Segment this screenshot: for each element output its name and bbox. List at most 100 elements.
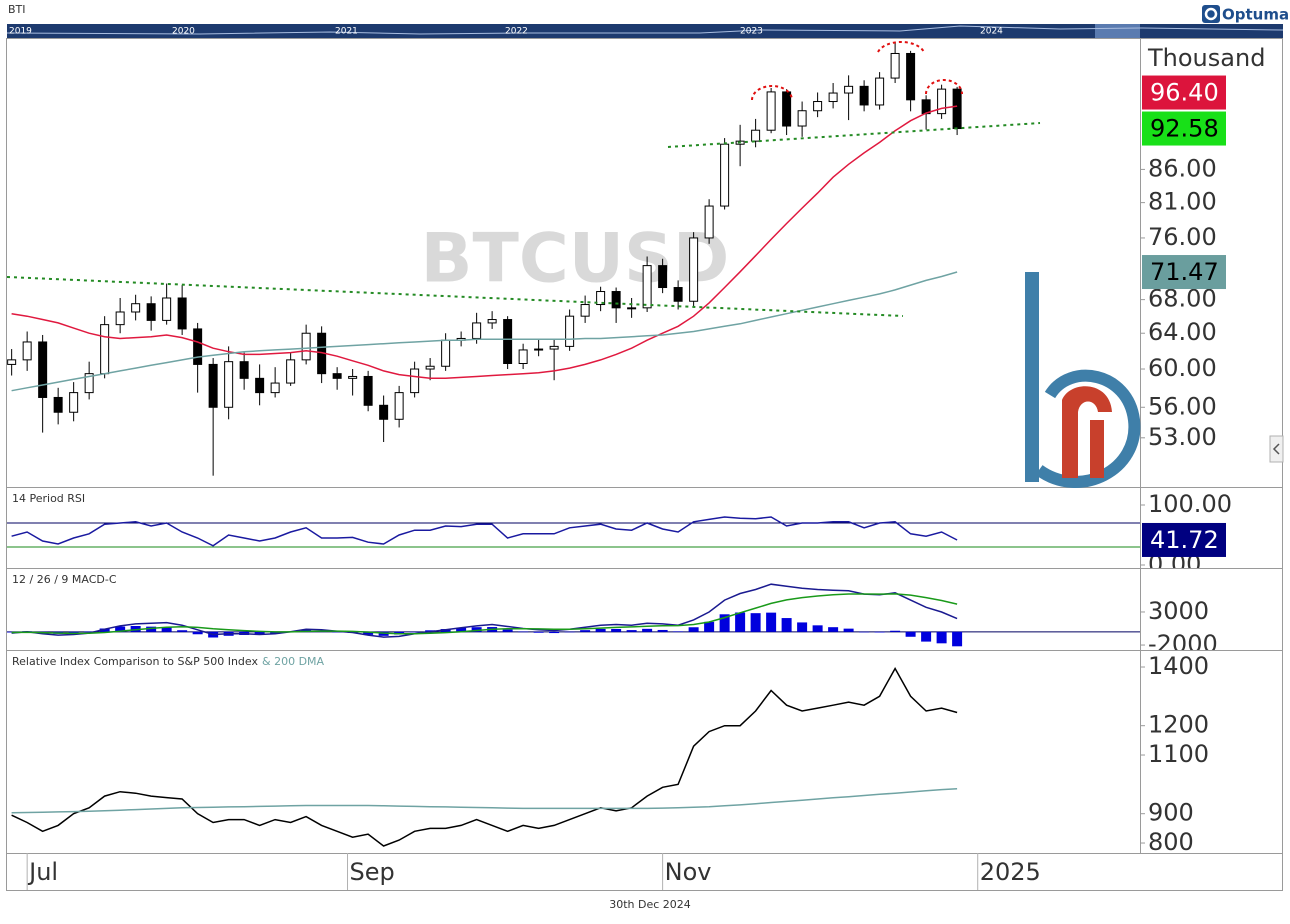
- scroll-button-arrow[interactable]: [1272, 443, 1280, 455]
- candle-body: [394, 392, 404, 420]
- y-tick-label: 3000: [1148, 597, 1209, 625]
- navigator-label: 2020: [172, 27, 195, 37]
- value-box: [1142, 111, 1226, 146]
- panel-title: 12 / 26 / 9 MACD-C: [12, 573, 117, 586]
- series-line: [11, 516, 958, 547]
- rsi-plot: 14 Period RSI: [7, 492, 1140, 548]
- histogram-bar: [332, 631, 343, 633]
- candle-body: [766, 91, 776, 131]
- candle-body: [844, 85, 854, 94]
- histogram-bar: [936, 631, 947, 644]
- candle-body: [627, 307, 637, 310]
- histogram-bar: [688, 627, 699, 632]
- x-axis: Jul Sep Nov 2025: [26, 853, 1041, 890]
- candle-body: [22, 341, 32, 361]
- histogram-bar: [781, 618, 792, 632]
- histogram-bar: [580, 630, 591, 632]
- candle-body: [162, 297, 172, 321]
- candle-body: [596, 291, 606, 306]
- navigator-line: [6, 25, 1284, 35]
- histogram-bar: [130, 625, 141, 632]
- legend-entry: & 200 DMA: [262, 655, 325, 668]
- y-tick-label: -2000: [1148, 630, 1218, 658]
- logo-mark: [1062, 386, 1112, 478]
- footer-date: 30th Dec 2024: [609, 898, 691, 911]
- candle-body: [7, 359, 17, 365]
- candle-body: [611, 291, 621, 309]
- histogram-bar: [921, 631, 932, 642]
- navigator-label: 2021: [335, 27, 358, 37]
- candle-body: [890, 52, 900, 79]
- candle-body: [131, 303, 141, 313]
- candle-body: [782, 91, 792, 127]
- histogram-bar: [642, 628, 653, 632]
- candle-body: [642, 265, 652, 309]
- candle-body: [100, 324, 110, 375]
- histogram-bar: [115, 626, 126, 632]
- candle-body: [549, 345, 559, 350]
- histogram-bar: [518, 631, 529, 633]
- candle-body: [286, 359, 296, 384]
- brand-logo: Optuma: [1202, 5, 1289, 24]
- y-tick-label: 60.00: [1148, 354, 1217, 382]
- value-box-label: 41.72: [1150, 526, 1219, 554]
- relative-plot: Relative Index Comparison to S&P 500 Ind…: [11, 655, 958, 847]
- histogram-bar: [549, 631, 560, 634]
- candle-body: [828, 92, 838, 103]
- candle-body: [673, 287, 683, 302]
- candle-body: [379, 404, 389, 420]
- right-shoulder: [925, 79, 963, 95]
- candle-body: [472, 322, 482, 339]
- histogram-bar: [146, 626, 157, 632]
- left-shoulder: [751, 85, 793, 101]
- candle-body: [813, 101, 823, 112]
- symbol: BTI: [8, 3, 26, 16]
- scroll-button[interactable]: [1269, 435, 1284, 463]
- histogram-bar: [99, 628, 110, 632]
- histogram-bar: [68, 631, 79, 633]
- candle-body: [193, 328, 203, 365]
- histogram-bar: [797, 622, 808, 632]
- candle-body: [69, 392, 79, 413]
- value-box: [1142, 522, 1226, 557]
- histogram-bar: [890, 630, 901, 632]
- y-tick-label: 800: [1148, 828, 1194, 856]
- candle-body: [224, 361, 234, 408]
- candle-body: [906, 52, 916, 101]
- legend-entry: Relative Index Comparison to S&P 500 Ind…: [12, 655, 258, 668]
- watermark: BTCUSD: [421, 220, 730, 299]
- y-tick-label: 86.00: [1148, 154, 1217, 182]
- candle-body: [503, 319, 513, 365]
- histogram-bar: [719, 614, 730, 632]
- histogram-bar: [750, 613, 761, 632]
- candle-body: [270, 382, 280, 394]
- candle-body: [565, 315, 575, 347]
- histogram-bar: [161, 627, 172, 632]
- frame: [6, 38, 1283, 891]
- candle-body: [84, 373, 94, 394]
- candle-body: [115, 311, 125, 326]
- candle-body: [689, 237, 699, 302]
- candle-body: [425, 365, 435, 370]
- candle-body: [658, 265, 668, 289]
- candle-body: [208, 363, 218, 408]
- value-box-label: 96.40: [1150, 79, 1219, 107]
- scroll-button-box[interactable]: [1269, 435, 1284, 463]
- candle-body: [704, 205, 714, 239]
- candle-body: [363, 375, 373, 406]
- value-box: [1142, 75, 1226, 110]
- histogram-bar: [471, 627, 482, 632]
- macd-axis: -2000 3000: [1140, 597, 1218, 658]
- x-tick-label: Sep: [350, 858, 395, 886]
- price-plot: BTCUSD: [7, 42, 962, 476]
- candle-body: [146, 303, 156, 321]
- histogram-bar: [595, 628, 606, 632]
- histogram-bar: [859, 631, 870, 633]
- y-tick-label: 56.00: [1148, 392, 1217, 420]
- candle-body: [487, 319, 497, 324]
- brand-name: Optuma: [1222, 6, 1289, 24]
- histogram-bar: [177, 630, 188, 632]
- y-tick-label: 81.00: [1148, 188, 1217, 216]
